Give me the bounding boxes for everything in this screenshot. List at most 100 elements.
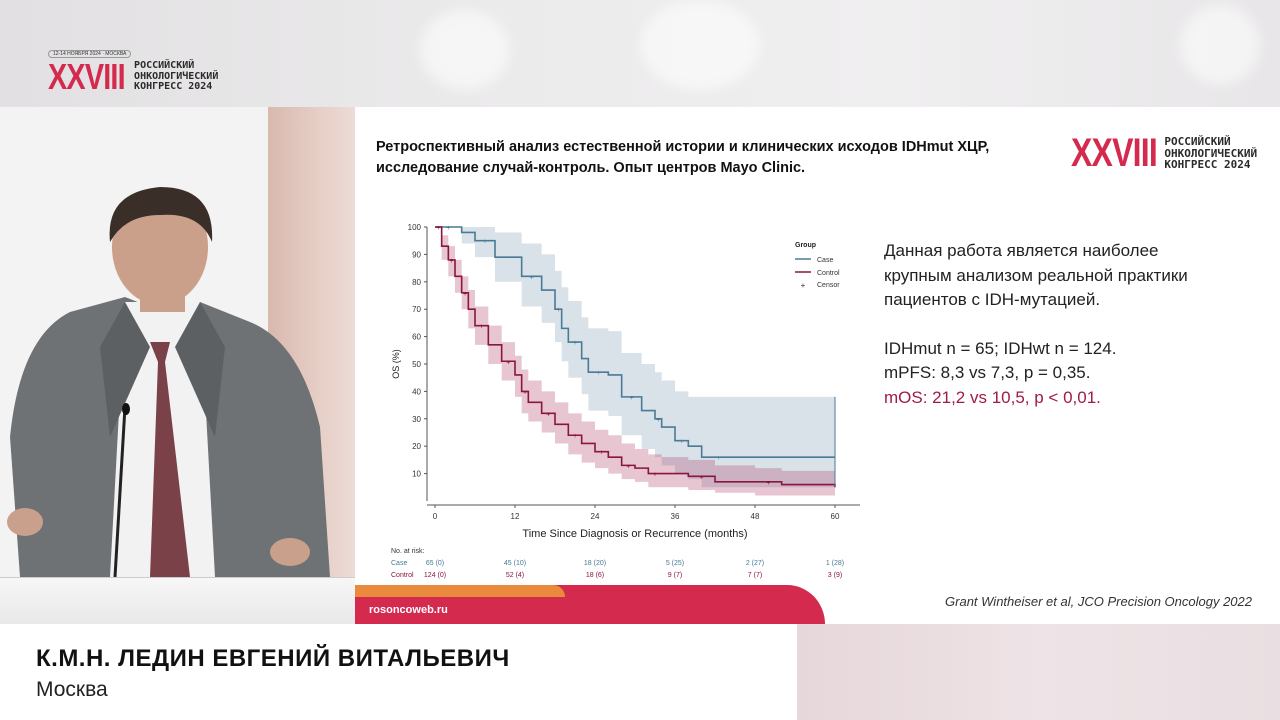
censor-mark: + bbox=[766, 480, 770, 487]
legend-swatch-censor: + bbox=[801, 281, 806, 290]
censor-mark: + bbox=[596, 370, 600, 377]
congress-dates: 12-14 НОЯБРЯ 2024 · МОСКВА bbox=[48, 50, 132, 58]
slide-congress-name-line: РОССИЙСКИЙ bbox=[1164, 135, 1231, 149]
y-tick-label: 80 bbox=[412, 278, 421, 287]
at-risk-value: 18 (6) bbox=[586, 572, 604, 579]
lower-third bbox=[0, 624, 797, 720]
slide-footer-url: rosoncoweb.ru bbox=[369, 604, 448, 616]
censor-mark: + bbox=[450, 258, 454, 265]
y-tick-label: 90 bbox=[412, 250, 421, 259]
at-risk-value: 18 (20) bbox=[584, 560, 606, 567]
at-risk-value: 9 (7) bbox=[668, 572, 682, 579]
bokeh-light bbox=[1180, 5, 1260, 85]
congress-logo: 12-14 НОЯБРЯ 2024 · МОСКВА XXVIII РОССИЙ… bbox=[48, 50, 218, 98]
censor-mark: + bbox=[463, 291, 467, 298]
stage-background bbox=[0, 0, 1280, 107]
bokeh-light bbox=[420, 10, 510, 90]
y-tick-label: 30 bbox=[412, 415, 421, 424]
x-tick-label: 60 bbox=[831, 512, 840, 521]
censor-mark: + bbox=[483, 239, 487, 246]
slide-congress-name: РОССИЙСКИЙ ОНКОЛОГИЧЕСКИЙ КОНГРЕСС 2024 bbox=[1164, 136, 1257, 171]
censor-mark: + bbox=[556, 307, 560, 314]
slide-congress-logo: XXVIII РОССИЙСКИЙ ОНКОЛОГИЧЕСКИЙ КОНГРЕС… bbox=[1071, 131, 1257, 176]
bullet-text: IDHmut n = 65; IDHwt n = 124. bbox=[884, 338, 1117, 358]
podium bbox=[0, 577, 355, 624]
congress-name: РОССИЙСКИЙ ОНКОЛОГИЧЕСКИЙ КОНГРЕСС 2024 bbox=[134, 61, 218, 93]
at-risk-value: 3 (9) bbox=[828, 572, 842, 579]
slide-congress-roman-numeral: XXVIII bbox=[1071, 131, 1158, 175]
legend-title: Group bbox=[795, 242, 816, 249]
censor-mark: + bbox=[573, 433, 577, 440]
bullet-text: пациентов с IDH-мутацией. bbox=[884, 290, 1101, 309]
at-risk-value: 65 (0) bbox=[426, 560, 444, 567]
at-risk-value: 45 (10) bbox=[504, 560, 526, 567]
slide-bullets: Данная работа является наиболее крупным … bbox=[884, 239, 1244, 410]
at-risk-value: 7 (7) bbox=[748, 572, 762, 579]
y-axis-label: OS (%) bbox=[391, 349, 401, 379]
censor-mark: + bbox=[446, 225, 450, 232]
at-risk-row-label: Case bbox=[391, 560, 407, 567]
censor-mark: + bbox=[546, 411, 550, 418]
y-tick-label: 100 bbox=[408, 223, 422, 232]
at-risk-value: 124 (0) bbox=[424, 572, 446, 579]
censor-mark: + bbox=[480, 324, 484, 331]
y-tick-label: 40 bbox=[412, 387, 421, 396]
slide-citation: Grant Wintheiser et al, JCO Precision On… bbox=[945, 594, 1252, 609]
bullet-text-highlight: mOS: 21,2 vs 10,5, p < 0,01. bbox=[884, 387, 1101, 407]
x-tick-label: 24 bbox=[591, 512, 600, 521]
censor-mark: + bbox=[530, 274, 534, 281]
x-axis-label: Time Since Diagnosis or Recurrence (mont… bbox=[522, 528, 747, 540]
lower-third-background bbox=[797, 624, 1280, 720]
bokeh-light bbox=[640, 0, 760, 90]
censor-mark: + bbox=[523, 389, 527, 396]
congress-roman-numeral: XXVIII bbox=[48, 56, 126, 97]
slide-title: Ретроспективный анализ естественной исто… bbox=[376, 137, 1036, 179]
at-risk-value: 5 (25) bbox=[666, 560, 684, 567]
presentation-slide: Ретроспективный анализ естественной исто… bbox=[355, 107, 1280, 624]
censor-mark: + bbox=[573, 340, 577, 347]
slide-congress-name-line: ОНКОЛОГИЧЕСКИЙ bbox=[1164, 146, 1258, 160]
censor-mark: + bbox=[436, 225, 440, 232]
slide-title-line: Ретроспективный анализ естественной исто… bbox=[376, 139, 990, 155]
at-risk-row-label: Control bbox=[391, 572, 414, 579]
y-tick-label: 50 bbox=[412, 360, 421, 369]
at-risk-value: 1 (28) bbox=[826, 560, 844, 567]
x-tick-label: 48 bbox=[751, 512, 760, 521]
censor-mark: + bbox=[680, 439, 684, 446]
speaker-video bbox=[0, 107, 355, 624]
congress-name-line: РОССИЙСКИЙ bbox=[134, 60, 195, 72]
at-risk-value: 52 (4) bbox=[506, 572, 524, 579]
x-tick-label: 12 bbox=[511, 512, 520, 521]
censor-mark: + bbox=[506, 359, 510, 366]
ci-band-case bbox=[435, 227, 835, 488]
slide-congress-name-line: КОНГРЕСС 2024 bbox=[1164, 158, 1251, 172]
censor-mark: + bbox=[626, 463, 630, 470]
at-risk-value: 2 (27) bbox=[746, 560, 764, 567]
censor-mark: + bbox=[653, 472, 657, 479]
censor-mark: + bbox=[630, 395, 634, 402]
x-tick-label: 0 bbox=[433, 512, 438, 521]
legend-label: Control bbox=[817, 270, 840, 277]
y-tick-label: 10 bbox=[412, 470, 421, 479]
speaker-name: К.М.Н. ЛЕДИН ЕВГЕНИЙ ВИТАЛЬЕВИЧ bbox=[36, 645, 510, 672]
bullet-text: mPFS: 8,3 vs 7,3, p = 0,35. bbox=[884, 363, 1091, 382]
censor-mark: + bbox=[716, 455, 720, 462]
censor-mark: + bbox=[600, 450, 604, 457]
bullet-text: крупным анализом реальной практики bbox=[884, 265, 1188, 285]
y-tick-label: 70 bbox=[412, 305, 421, 314]
y-tick-label: 20 bbox=[412, 442, 421, 451]
legend-label: Censor bbox=[817, 282, 840, 289]
speaker-city: Москва bbox=[36, 678, 108, 701]
at-risk-title: No. at risk: bbox=[391, 548, 425, 555]
slide-title-line: исследование случай-контроль. Опыт центр… bbox=[376, 160, 806, 176]
congress-name-line: КОНГРЕСС 2024 bbox=[134, 81, 213, 93]
congress-name-line: ОНКОЛОГИЧЕСКИЙ bbox=[134, 70, 219, 82]
survival-line-control bbox=[435, 226, 836, 488]
censor-mark: + bbox=[656, 417, 660, 424]
slide-footer-accent bbox=[355, 585, 565, 597]
survival-line-case bbox=[435, 226, 835, 458]
y-tick-label: 60 bbox=[412, 333, 421, 342]
speaker-figure bbox=[7, 187, 330, 578]
x-tick-label: 36 bbox=[671, 512, 680, 521]
